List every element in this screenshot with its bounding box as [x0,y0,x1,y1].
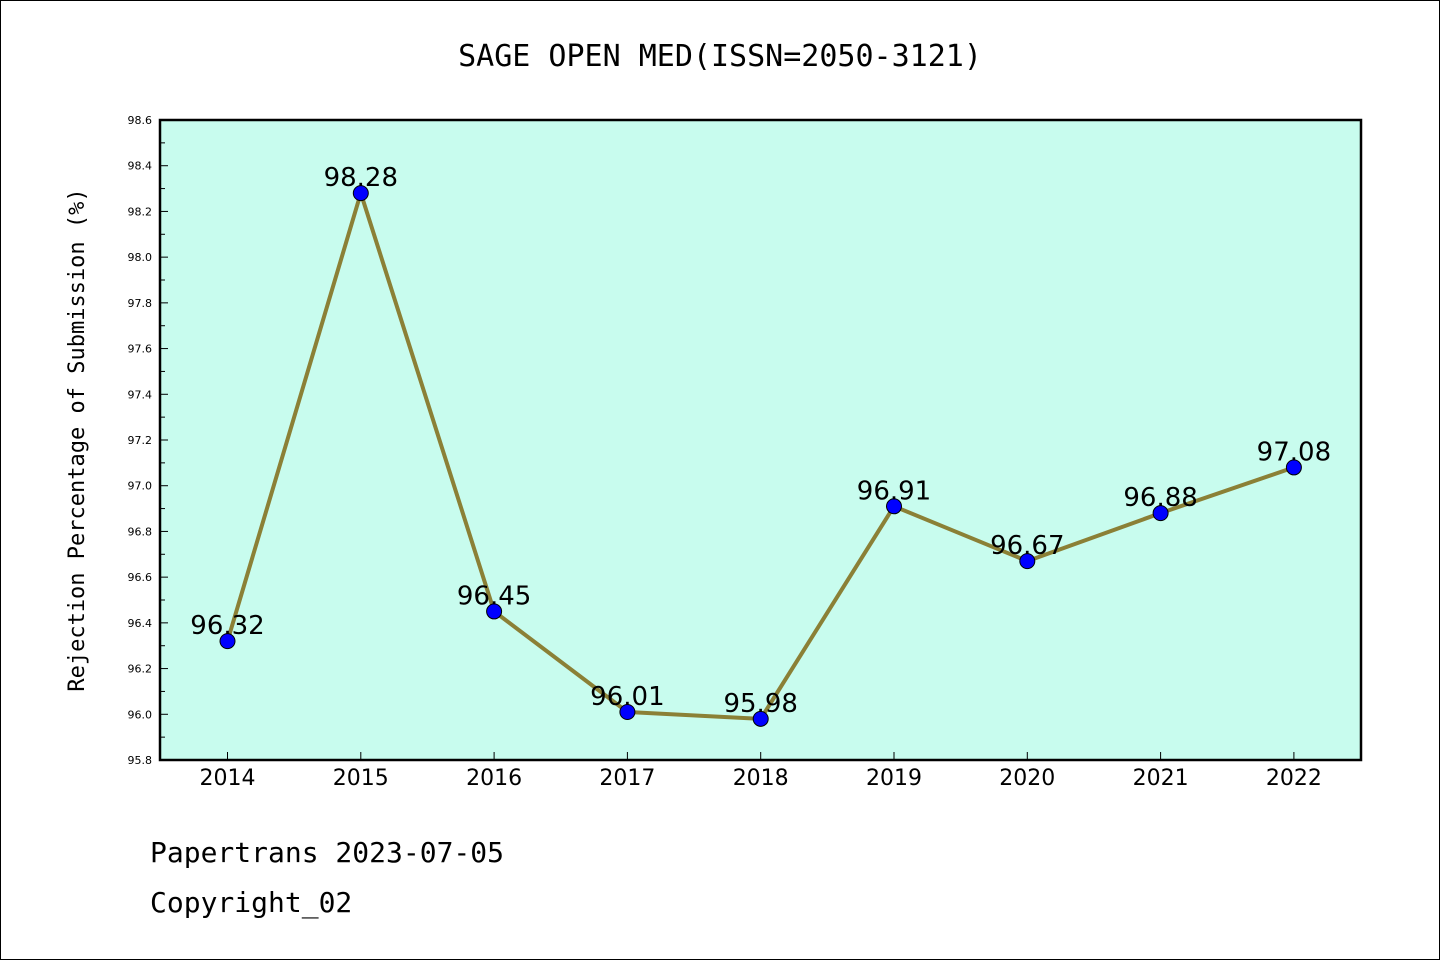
series-group: 96.32 98.28 96.45 96.01 95.98 96.91 96.67 96.88… [190,163,1331,727]
y-tick-label: 96.2 [128,663,153,676]
y-tick-label: 97.6 [128,343,153,356]
data-point [886,498,902,515]
data-label: 96.45 [457,581,531,611]
data-label: 95.98 [723,689,797,719]
y-tick-label: 97.2 [128,434,153,447]
y-tick-label: 98.6 [128,114,153,127]
data-point [352,185,369,202]
data-label: 97.08 [1257,437,1331,467]
x-tick-label: 2021 [1133,766,1189,791]
data-point [219,633,236,650]
chart-title: SAGE OPEN MED(ISSN=2050-3121) [458,39,982,74]
y-tick-label: 98.4 [128,160,153,173]
footer-copyright: Copyright_02 [150,886,353,919]
x-tick-label: 2015 [333,766,389,791]
data-point [752,710,769,727]
data-label: 96.32 [190,611,264,641]
x-tick-label: 2020 [999,766,1055,791]
y-axis-label: Rejection Percentage of Submission (%) [65,188,90,691]
y-tick-label: 96.6 [128,571,153,584]
data-label: 96.91 [857,476,931,506]
plot-border [158,118,1363,762]
y-axis: 95.8 96.0 96.2 96.4 96.6 96.8 97.0 97.2 97.4 97.6… [128,114,168,767]
y-tick-label: 98.2 [128,205,153,218]
x-axis: 2014 2015 2016 2017 2018 2019 2020 2021 2022 [200,752,1322,791]
y-tick-label: 95.8 [128,754,153,767]
data-label: 96.67 [990,531,1064,561]
y-tick-label: 97.0 [128,480,153,493]
plot-area [160,120,1361,760]
y-tick-label: 97.4 [128,388,153,401]
x-tick-label: 2018 [733,766,789,791]
footer-date-stamp: Papertrans 2023-07-05 [150,836,505,869]
y-tick-label: 96.8 [128,525,153,538]
data-label: 98.28 [324,163,398,193]
y-tick-label: 98.0 [128,251,153,264]
x-tick-label: 2014 [200,766,256,791]
y-tick-label: 97.8 [128,297,153,310]
data-label: 96.88 [1123,483,1197,513]
data-point [1285,459,1302,476]
x-tick-label: 2019 [866,766,922,791]
x-tick-label: 2022 [1266,766,1322,791]
data-point [1019,553,1036,570]
data-point [1152,505,1169,522]
data-point [486,603,503,620]
y-tick-label: 96.4 [128,617,153,630]
data-point [619,704,636,720]
y-tick-label: 96.0 [128,708,153,721]
x-tick-label: 2016 [466,766,522,791]
data-label: 96.01 [590,682,664,712]
x-tick-label: 2017 [599,766,655,791]
